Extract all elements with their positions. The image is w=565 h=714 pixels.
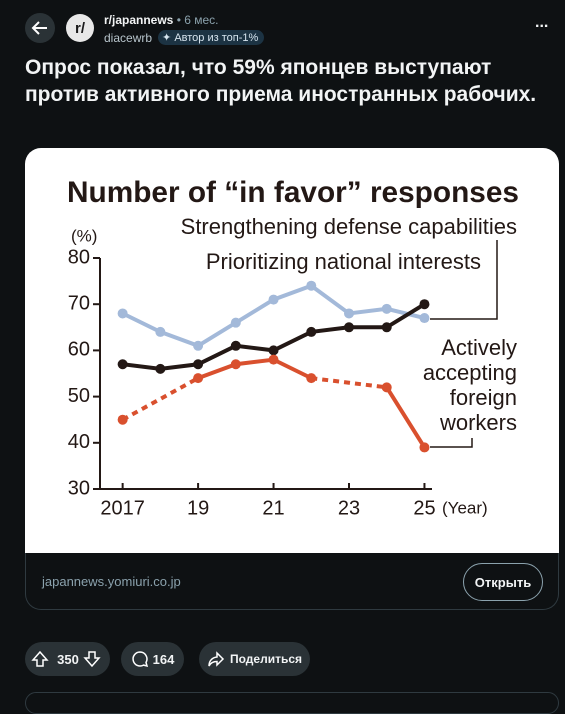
leader-line <box>430 240 498 320</box>
point <box>268 354 279 365</box>
point <box>230 340 241 351</box>
point <box>344 322 354 333</box>
time: 6 мес. <box>184 13 219 27</box>
y-tick-label: 70 <box>68 292 90 314</box>
y-axis-label: (%) <box>71 226 97 245</box>
series-label: Strengthening defense capabilities <box>180 214 517 239</box>
y-tick-label: 40 <box>68 431 90 453</box>
chart-title: Number of “in favor” responses <box>67 176 519 209</box>
point <box>419 299 430 310</box>
comment-box[interactable] <box>25 692 559 714</box>
series-line <box>197 357 427 449</box>
vote-pill: 350 <box>25 642 110 676</box>
point <box>381 303 392 314</box>
x-tick-label: 25 <box>413 497 435 519</box>
series-label: Actively accepting foreign workers <box>422 335 517 435</box>
back-button[interactable] <box>25 13 55 43</box>
comments-button[interactable]: 164 <box>121 642 184 676</box>
point <box>230 317 241 328</box>
point <box>381 382 392 393</box>
point <box>155 363 166 374</box>
meta-line: r/japannews • 6 мес. <box>104 13 219 27</box>
avatar[interactable]: r/ <box>66 14 94 42</box>
share-text: Поделиться <box>229 652 303 666</box>
chart-image[interactable]: Number of “in favor” responses (%) (Year… <box>25 148 559 553</box>
point <box>230 359 241 370</box>
y-tick-label: 60 <box>68 339 90 361</box>
link-domain[interactable]: japannews.yomiuri.co.jp <box>42 574 181 589</box>
menu[interactable]: ... <box>535 14 549 31</box>
x-tick-label: 23 <box>338 497 360 519</box>
y-tick-label: 30 <box>68 477 90 499</box>
share-button[interactable]: Поделиться <box>199 642 310 676</box>
comment-count: 164 <box>152 651 175 667</box>
point <box>419 313 430 324</box>
point <box>344 308 354 319</box>
badge: ✦ Автор из топ-1% <box>158 30 265 45</box>
y-tick-label: 80 <box>68 246 90 268</box>
point <box>155 326 166 337</box>
point <box>306 326 317 337</box>
point <box>268 345 279 356</box>
vote-count: 350 <box>57 651 79 667</box>
chart: Number of “in favor” responses (%) (Year… <box>67 176 519 519</box>
separator: • <box>176 13 181 27</box>
gap-bridge <box>311 376 387 390</box>
post-title: Опрос показал, что 59% японцев выступают… <box>25 56 537 106</box>
author-line: diacewrb ✦ Автор из топ-1% <box>104 30 265 45</box>
page: r/japannews {"header": {"avatar_text": "… <box>25 13 559 714</box>
x-tick-label: 21 <box>262 497 284 519</box>
point <box>419 442 430 453</box>
back-icon <box>31 21 47 35</box>
comment-icon <box>131 651 148 668</box>
point <box>268 294 279 305</box>
open-button[interactable]: Открыть <box>463 563 543 601</box>
series-label: Prioritizing national interests <box>205 249 481 274</box>
body: r/ r/japannews • 6 мес. diacewrb ✦ Автор… <box>25 13 559 714</box>
point <box>193 340 204 351</box>
gap-bridge <box>121 376 200 422</box>
y-tick-label: 50 <box>68 385 90 407</box>
point <box>193 373 204 384</box>
share-icon <box>208 651 225 667</box>
x-axis-label: (Year) <box>442 498 488 517</box>
x-tick-label: 19 <box>187 497 209 519</box>
point <box>117 414 128 425</box>
avatar-text: r/ <box>74 19 85 37</box>
link-bar: japannews.yomiuri.co.jp Открыть <box>25 553 559 610</box>
point <box>117 308 128 319</box>
downvote[interactable] <box>81 649 107 669</box>
point <box>117 359 128 370</box>
subreddit[interactable]: r/japannews <box>104 13 174 27</box>
upvote[interactable] <box>25 649 55 669</box>
point <box>306 280 317 291</box>
author[interactable]: diacewrb <box>104 30 153 45</box>
leader-line <box>430 438 473 448</box>
x-tick-label: 2017 <box>100 497 145 519</box>
point <box>193 359 204 370</box>
point <box>306 373 317 384</box>
badge-text: Автор из топ-1% <box>174 32 259 44</box>
point <box>381 322 392 333</box>
